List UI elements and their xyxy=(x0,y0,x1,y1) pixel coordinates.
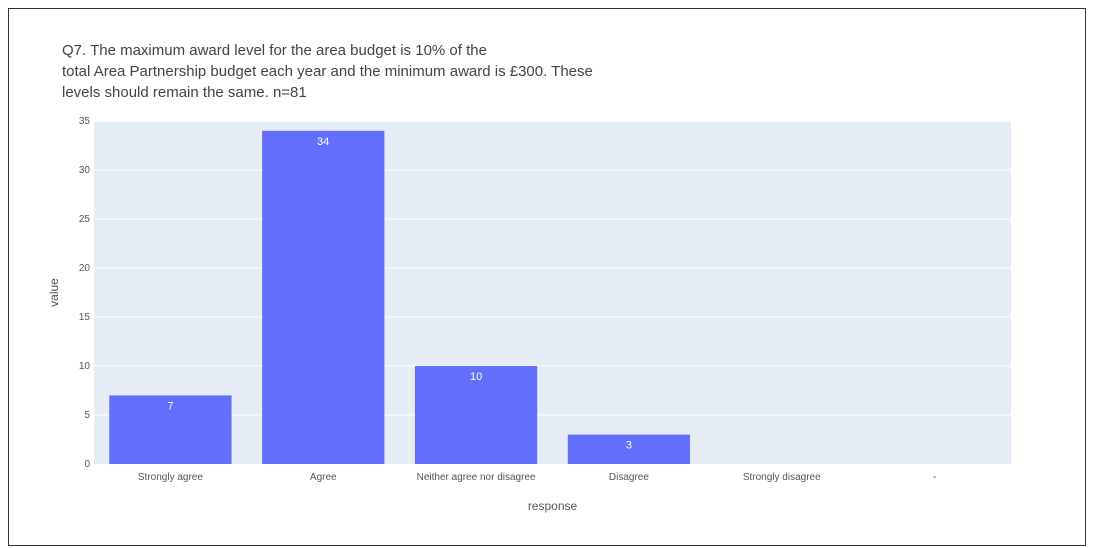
y-tick-label: 15 xyxy=(79,312,91,323)
bar-data-label: 7 xyxy=(167,400,173,412)
gridlines xyxy=(94,120,1011,416)
y-axis-title: value xyxy=(47,278,61,307)
bar-strongly-agree xyxy=(109,395,232,464)
y-tick-label: 35 xyxy=(79,116,91,127)
y-axis-ticks: 0 5 10 15 20 25 30 35 xyxy=(79,116,91,470)
bars: 7 34 10 3 xyxy=(109,130,691,465)
x-tick-label: Disagree xyxy=(609,472,649,483)
y-tick-label: 5 xyxy=(84,410,90,421)
chart-title: Q7. The maximum award level for the area… xyxy=(62,40,882,103)
chart-title-line-3: levels should remain the same. n=81 xyxy=(62,84,307,101)
y-tick-label: 0 xyxy=(84,459,90,470)
bar-neither-agree-nor-disagree xyxy=(414,366,538,464)
x-tick-label: Agree xyxy=(310,472,337,483)
bar-data-label: 34 xyxy=(317,136,329,148)
y-tick-label: 25 xyxy=(79,214,91,225)
y-tick-label: 10 xyxy=(79,361,91,372)
bar-agree xyxy=(262,130,385,465)
bar-data-label: 3 xyxy=(626,440,632,452)
plot-area xyxy=(94,121,1011,464)
x-axis-ticks: Strongly agree Agree Neither agree nor dis… xyxy=(138,472,936,483)
x-axis-title: response xyxy=(528,499,578,513)
chart-title-line-1: Q7. The maximum award level for the area… xyxy=(62,42,487,59)
bar-disagree xyxy=(567,434,691,464)
x-tick-label: Strongly disagree xyxy=(743,472,821,483)
chart-title-line-2: total Area Partnership budget each year … xyxy=(62,63,593,80)
bar-data-label: 10 xyxy=(470,371,482,383)
x-tick-label: Neither agree nor disagree xyxy=(417,472,536,483)
x-tick-label: Strongly agree xyxy=(138,472,203,483)
y-tick-label: 30 xyxy=(79,165,91,176)
x-tick-label: - xyxy=(933,472,936,483)
y-tick-label: 20 xyxy=(79,263,91,274)
